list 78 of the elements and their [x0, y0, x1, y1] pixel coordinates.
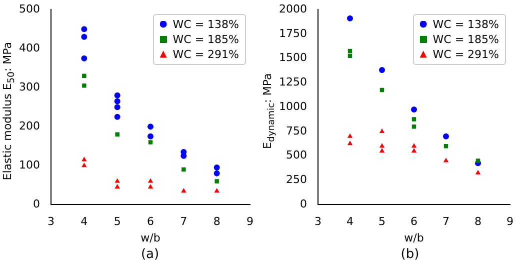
point: [114, 104, 120, 110]
x-tick-label: 8: [474, 215, 482, 228]
y-tick-label: 0: [300, 197, 307, 210]
legend-label: WC = 291%: [172, 46, 239, 62]
point: [82, 84, 86, 88]
point: [82, 162, 87, 168]
x-tick-label: 5: [114, 215, 121, 228]
y-tick-label: 400: [18, 41, 40, 54]
x-axis-title: w/b: [140, 231, 160, 244]
legend-label: WC = 138%: [432, 16, 499, 32]
x-tick-label: 9: [246, 215, 254, 228]
y-tick-label: 1250: [278, 76, 307, 89]
y-tick-label: 1750: [278, 26, 307, 40]
x-tick-label: 3: [47, 215, 54, 228]
point: [411, 148, 417, 152]
point: [475, 170, 481, 174]
legend-label: WC = 291%: [432, 46, 499, 62]
point: [214, 188, 220, 192]
point: [82, 74, 86, 78]
point: [379, 148, 385, 152]
point: [114, 92, 120, 98]
point: [148, 184, 154, 189]
y-tick-label: 1000: [278, 100, 307, 113]
y-tick-label: 300: [18, 80, 40, 94]
point: [148, 140, 153, 144]
y-tick-label: 100: [18, 158, 40, 172]
point: [412, 117, 416, 122]
x-tick-label: 7: [180, 215, 188, 228]
x-tick-label: 4: [346, 215, 354, 228]
point: [410, 106, 417, 113]
y-tick-label: 750: [286, 124, 307, 138]
point: [81, 34, 88, 40]
point: [81, 55, 88, 62]
point: [182, 167, 186, 172]
point: [114, 184, 120, 189]
y-tick-label: 200: [18, 119, 40, 132]
point: [214, 179, 219, 184]
point: [214, 164, 220, 171]
y-tick-label: 1500: [278, 51, 307, 64]
point: [114, 98, 120, 104]
x-tick-label: 8: [213, 215, 220, 228]
x-tick-label: 6: [410, 215, 418, 228]
x-tick-label: 6: [147, 215, 154, 228]
legend-label: WC = 185%: [432, 32, 499, 47]
point: [379, 128, 385, 133]
point: [476, 158, 480, 163]
point: [443, 133, 449, 140]
point: [148, 178, 154, 183]
point: [82, 156, 87, 162]
point: [379, 143, 385, 148]
point: [443, 158, 449, 162]
y-tick-label: 0: [32, 197, 40, 210]
point: [346, 15, 353, 22]
y-tick-label: 500: [286, 148, 307, 162]
point: [214, 170, 220, 176]
y-tick-label: 2000: [278, 2, 307, 16]
x-tick-label: 4: [80, 215, 88, 228]
point: [115, 132, 120, 137]
point: [148, 133, 154, 140]
y-tick-label: 500: [18, 2, 40, 16]
x-tick-label: 3: [314, 215, 322, 228]
text: (a): [140, 247, 160, 262]
point: [81, 26, 88, 32]
point: [347, 140, 353, 146]
point: [378, 67, 385, 74]
x-tick-label: 5: [378, 215, 386, 228]
y-tick-label: 250: [286, 173, 307, 186]
legend-label: WC = 138%: [172, 16, 239, 32]
x-tick-label: 9: [506, 215, 514, 228]
point: [148, 124, 154, 130]
point: [114, 114, 120, 120]
text: (b): [400, 247, 420, 262]
point: [411, 143, 417, 148]
x-tick-label: 7: [442, 215, 450, 228]
point: [347, 133, 353, 138]
point: [181, 188, 186, 192]
legend-label: WC = 185%: [172, 32, 239, 47]
x-axis-title: w/b: [404, 231, 424, 244]
